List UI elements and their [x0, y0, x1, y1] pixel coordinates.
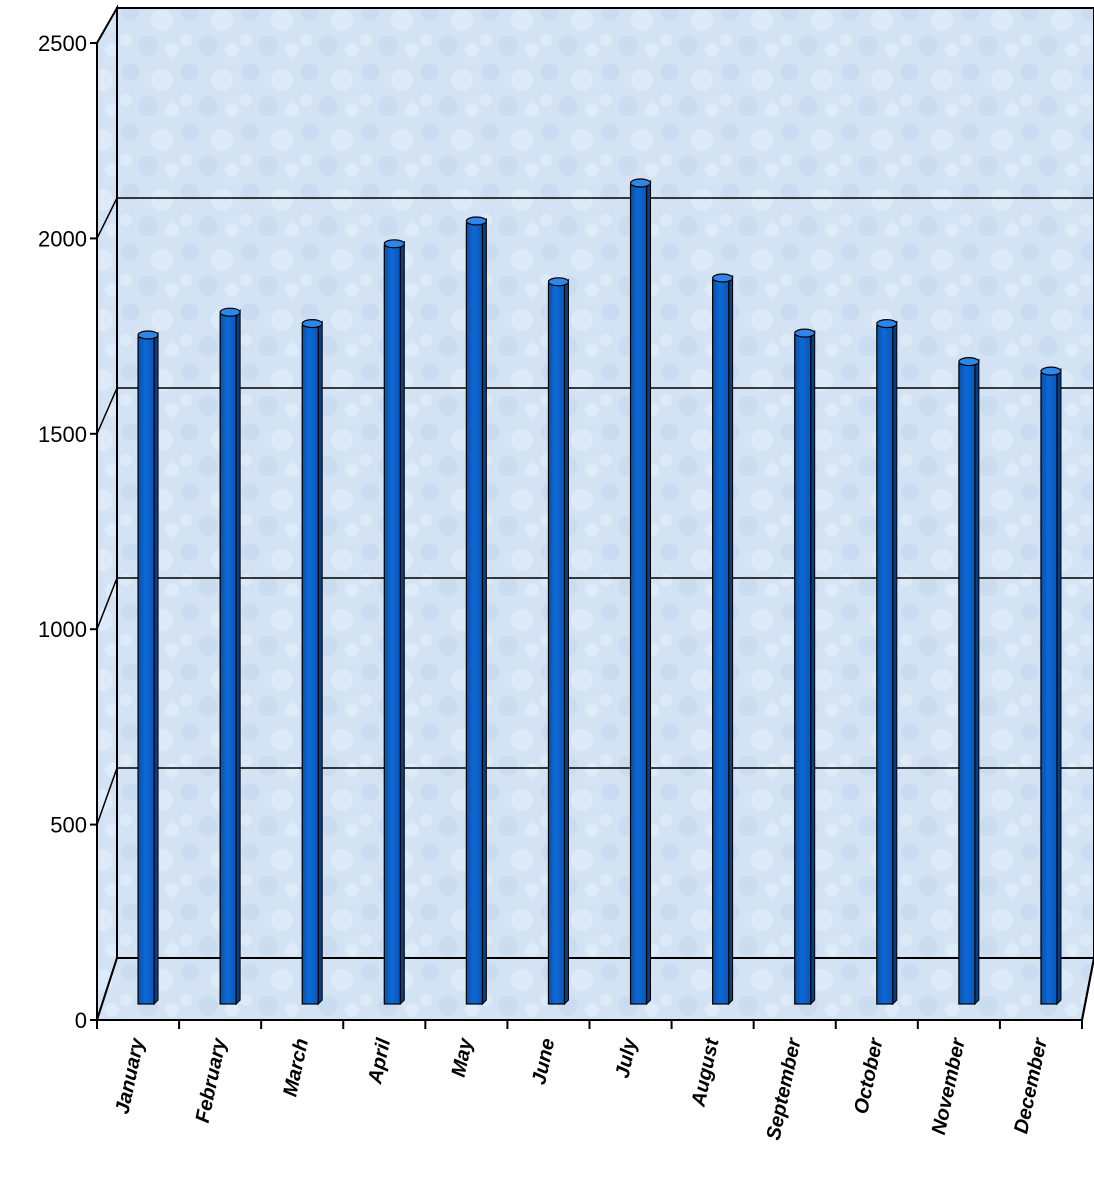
bar: [547, 277, 570, 1006]
bar: [383, 239, 405, 1006]
y-tick-label: 2500: [38, 31, 87, 56]
bar: [876, 319, 898, 1006]
chart-side-wall: [96, 4, 118, 1021]
bar: [712, 273, 734, 1006]
x-tick-label: September: [763, 1035, 806, 1142]
bar: [301, 319, 323, 1006]
x-tick-label: February: [192, 1036, 231, 1125]
x-tick-label: March: [279, 1036, 313, 1098]
bar: [219, 307, 241, 1006]
bar: [465, 216, 487, 1006]
bar: [1040, 366, 1062, 1006]
x-tick-label: November: [928, 1035, 970, 1136]
x-tick-label: August: [687, 1035, 723, 1109]
gridline: [96, 7, 1094, 44]
x-axis-edge: [1081, 957, 1094, 1021]
y-tick-label: 500: [50, 813, 87, 838]
x-tick-label: May: [448, 1036, 478, 1079]
y-axis: 0 500 1000 1500 2000 2500: [38, 31, 98, 1033]
gridline: [96, 197, 1094, 239]
y-tick-label: 2000: [38, 226, 87, 251]
x-tick-label: January: [111, 1036, 149, 1116]
y-tick-label: 1500: [38, 422, 87, 447]
bar: [629, 178, 652, 1006]
y-tick-label: 1000: [38, 617, 87, 642]
gridline: [96, 387, 1094, 435]
bar: [958, 357, 980, 1006]
bars: [137, 178, 1062, 1006]
chart-back-wall: [116, 7, 1094, 959]
chart-floor: [95, 957, 1094, 1021]
x-tick-label: June: [528, 1036, 559, 1086]
gridlines: [96, 7, 1094, 825]
x-tick-label: July: [612, 1036, 642, 1081]
y-tick-label: 0: [75, 1008, 87, 1033]
x-tick-label: October: [850, 1035, 888, 1116]
gridline: [96, 577, 1094, 630]
gridline: [96, 767, 1094, 825]
x-tick-label: April: [364, 1036, 395, 1087]
bar: [137, 330, 159, 1006]
bar: [794, 328, 816, 1006]
x-tick-label: December: [1010, 1035, 1052, 1135]
